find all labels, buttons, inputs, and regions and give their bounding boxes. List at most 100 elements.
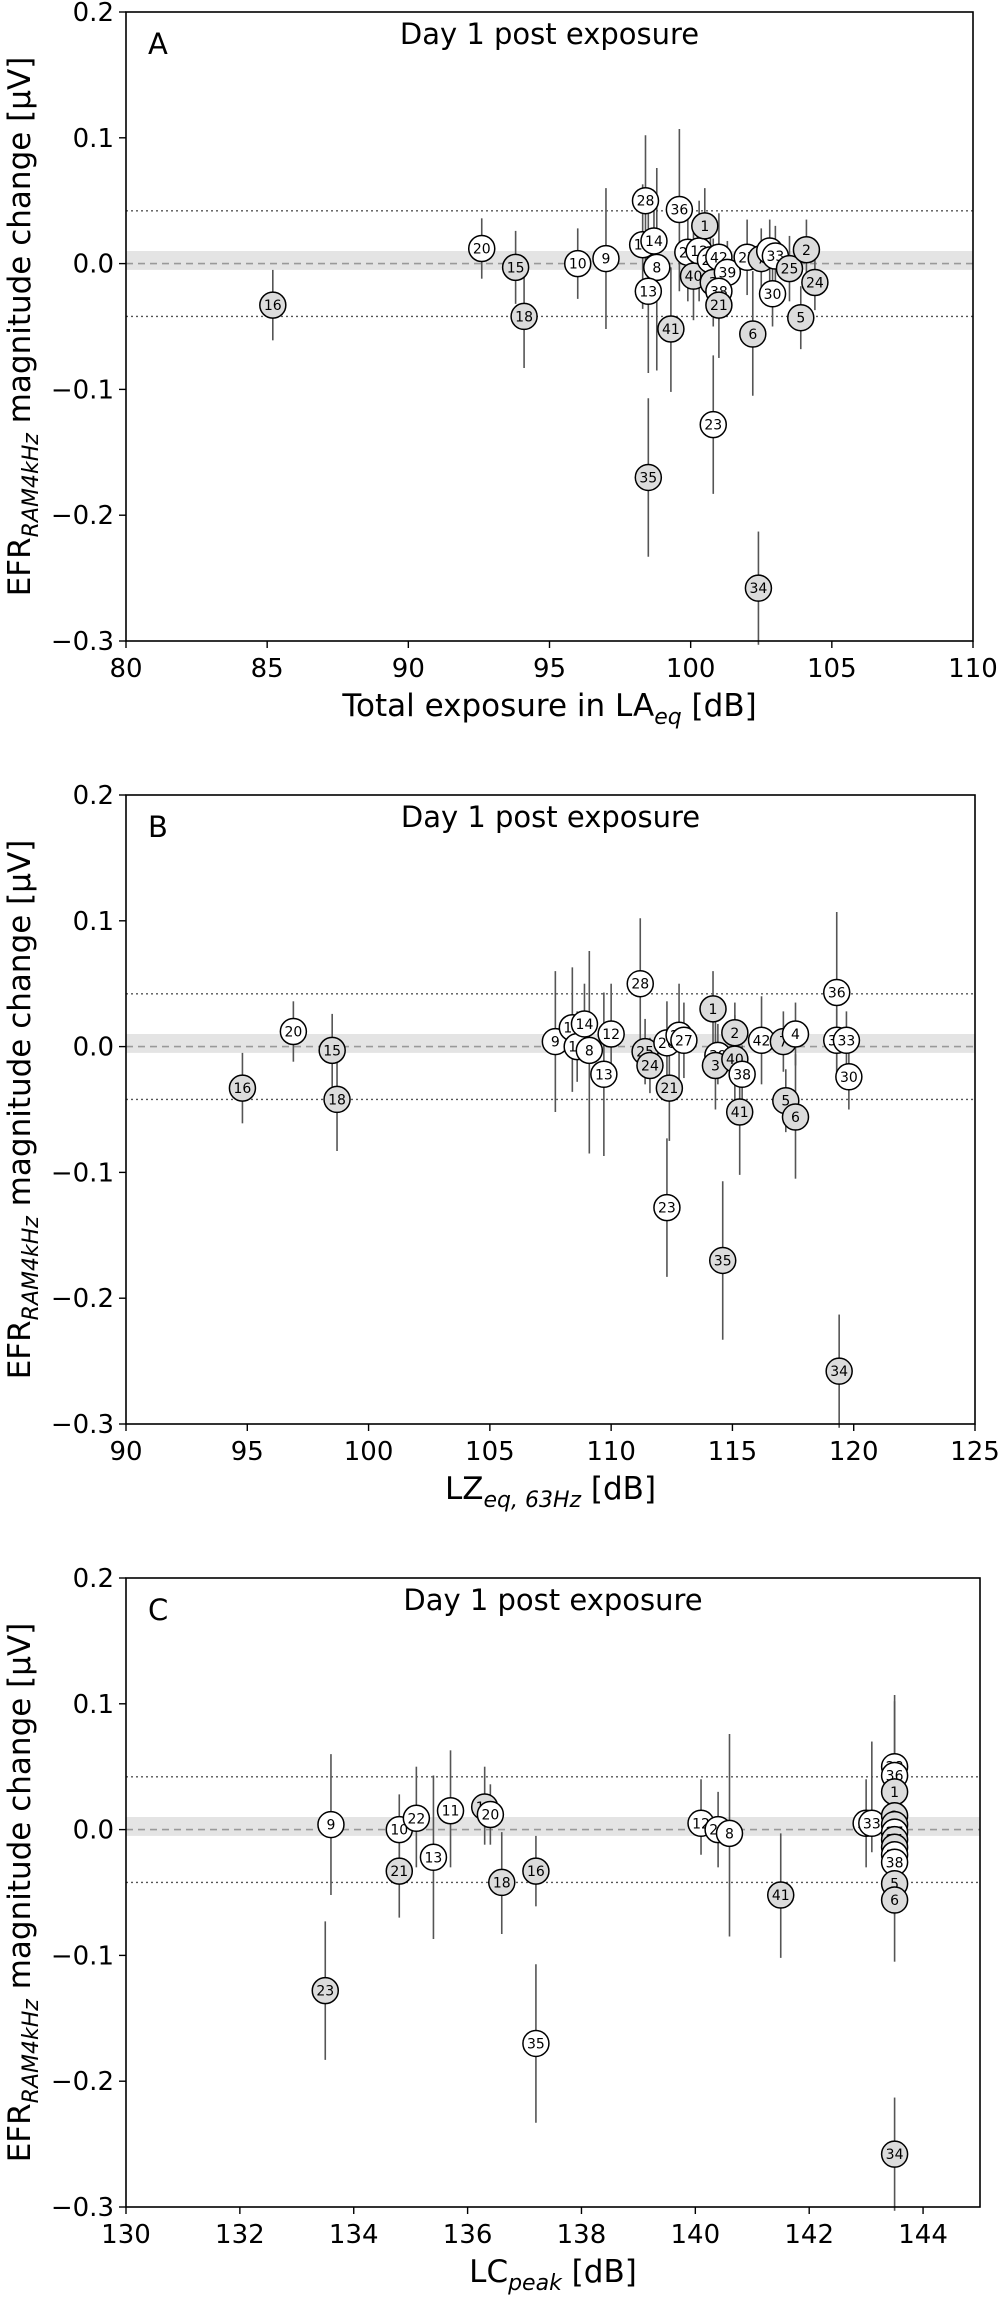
point-label: 21: [390, 1864, 408, 1880]
point-marker: [436, 1796, 465, 1825]
x-axis-label: LZeq, 63Hz [dB]: [445, 1471, 656, 1513]
point-marker: [835, 1063, 863, 1091]
point-label: 13: [639, 284, 657, 300]
point-label: 7: [779, 1035, 788, 1051]
point-marker: [691, 212, 719, 240]
point-marker: [590, 1060, 618, 1089]
point-marker: [510, 302, 538, 331]
point-label: 33: [863, 1816, 881, 1832]
data-point-13: 13: [590, 1060, 618, 1089]
point-label: 38: [886, 1855, 904, 1871]
data-point-28: 28: [631, 186, 660, 215]
data-point-20: 20: [467, 234, 496, 263]
point-marker: [323, 1085, 351, 1114]
y-tick-label: −0.1: [51, 1941, 114, 1971]
point-label: 20: [473, 242, 491, 258]
y-axis-label: EFRRAM4kHz magnitude change [μV]: [2, 57, 44, 597]
point-label: 23: [316, 1984, 334, 2000]
x-tick-label: 85: [251, 654, 284, 684]
point-label: 16: [527, 1864, 545, 1880]
point-label: 9: [551, 1035, 560, 1051]
data-point-18: 18: [323, 1085, 351, 1114]
data-point-20: 20: [279, 1017, 308, 1046]
point-label: 23: [704, 418, 722, 434]
y-tick-label: 0.0: [73, 1816, 114, 1846]
data-point-9: 9: [317, 1810, 345, 1839]
point-label: 11: [442, 1804, 460, 1820]
point-marker: [636, 1051, 664, 1080]
point-label: 9: [326, 1818, 335, 1834]
data-point-5: 5: [787, 303, 815, 332]
point-marker: [419, 1843, 448, 1872]
point-label: 15: [323, 1043, 341, 1059]
y-tick-label: −0.3: [51, 1410, 114, 1440]
point-marker: [657, 315, 685, 343]
point-marker: [665, 195, 694, 224]
data-point-24: 24: [801, 268, 829, 297]
point-marker: [832, 1026, 861, 1055]
point-marker: [880, 1886, 909, 1914]
point-label: 8: [585, 1043, 594, 1059]
point-marker: [311, 1976, 340, 2005]
y-tick-label: −0.3: [51, 2193, 114, 2223]
data-point-21: 21: [655, 1074, 684, 1102]
y-axis-label: EFRRAM4kHz magnitude change [μV]: [2, 840, 44, 1380]
chart-panel-a: 1620151810928111481335413622124012632342…: [2, 0, 998, 730]
point-marker: [655, 1074, 684, 1102]
point-label: 9: [602, 252, 611, 268]
data-point-14: 14: [640, 227, 668, 255]
data-point-15: 15: [501, 253, 530, 282]
point-label: 2: [802, 243, 811, 259]
point-marker: [744, 574, 773, 602]
point-label: 8: [652, 260, 661, 276]
y-tick-label: −0.3: [51, 627, 114, 657]
point-label: 22: [407, 1811, 425, 1827]
x-tick-label: 95: [533, 654, 566, 684]
data-point-8: 8: [715, 1819, 744, 1848]
point-label: 1: [700, 219, 709, 235]
data-point-23: 23: [311, 1976, 340, 2005]
data-point-35: 35: [522, 2029, 550, 2058]
point-label: 35: [639, 470, 657, 486]
point-label: 3: [711, 1058, 720, 1074]
point-label: 36: [828, 986, 846, 1002]
panel-letter: B: [148, 810, 168, 844]
panel-title: Day 1 post exposure: [403, 1583, 702, 1617]
plot-frame: [125, 1577, 981, 2208]
point-label: 24: [806, 275, 824, 291]
point-label: 12: [602, 1027, 620, 1043]
y-tick-label: 0.0: [73, 1033, 114, 1063]
point-label: 34: [750, 581, 768, 597]
x-tick-label: 105: [807, 654, 857, 684]
point-label: 6: [748, 327, 757, 343]
data-point-30: 30: [758, 280, 787, 308]
point-label: 10: [390, 1823, 408, 1839]
point-label: 2: [730, 1026, 739, 1042]
data-point-38: 38: [880, 1848, 909, 1877]
data-point-13: 13: [634, 277, 663, 306]
point-label: 18: [328, 1092, 346, 1108]
x-axis-label: LCpeak [dB]: [469, 2254, 637, 2296]
point-marker: [758, 280, 787, 308]
data-point-8: 8: [643, 253, 671, 282]
point-label: 28: [637, 194, 655, 210]
point-label: 42: [753, 1033, 771, 1049]
data-point-9: 9: [592, 244, 620, 273]
data-point-20: 20: [476, 1800, 505, 1829]
x-tick-label: 80: [109, 654, 142, 684]
point-label: 5: [796, 311, 805, 327]
point-marker: [626, 969, 655, 998]
plot-frame: [125, 794, 976, 1425]
data-point-27: 27: [670, 1026, 698, 1055]
point-marker: [725, 1098, 754, 1126]
point-label: 16: [234, 1081, 252, 1097]
point-marker: [880, 2140, 909, 2168]
panel-letter: C: [148, 1593, 168, 1627]
x-tick-label: 90: [392, 654, 425, 684]
point-label: 10: [569, 257, 587, 273]
point-marker: [317, 1810, 345, 1839]
data-point-30: 30: [835, 1063, 863, 1091]
data-point-35: 35: [634, 463, 663, 492]
point-label: 14: [576, 1017, 594, 1033]
point-marker: [670, 1026, 698, 1055]
